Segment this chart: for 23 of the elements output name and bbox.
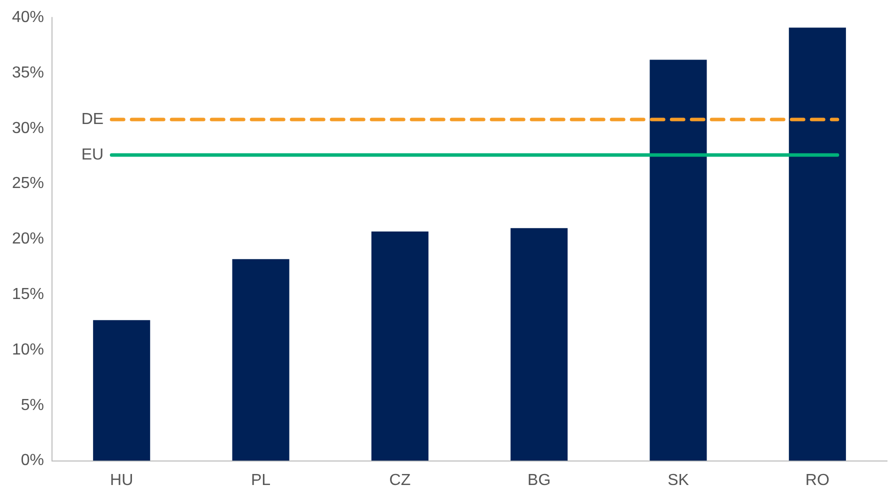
bar	[371, 231, 428, 461]
y-tick-label: 20%	[12, 230, 44, 248]
bar	[232, 259, 290, 461]
bar	[93, 320, 150, 461]
x-tick-label: HU	[110, 472, 134, 489]
y-tick-label: 30%	[12, 120, 44, 137]
x-tick-label: SK	[668, 472, 690, 489]
y-tick-label: 25%	[12, 175, 44, 192]
y-tick-label: 40%	[12, 9, 44, 26]
bar	[788, 28, 846, 461]
x-tick-label: CZ	[389, 472, 411, 489]
x-tick-label: RO	[805, 472, 830, 489]
bar	[650, 60, 707, 461]
y-tick-label: 0%	[20, 452, 44, 470]
bar	[510, 228, 568, 461]
x-tick-label: BG	[528, 472, 551, 489]
y-tick-label: 10%	[12, 341, 44, 358]
x-tick-label: PL	[250, 472, 271, 489]
y-tick-label: 15%	[12, 286, 44, 304]
y-tick-label: 5%	[20, 396, 44, 414]
ref-line-label: DE	[81, 110, 104, 128]
y-tick-label: 35%	[12, 64, 44, 82]
ref-line-label: EU	[81, 146, 104, 164]
